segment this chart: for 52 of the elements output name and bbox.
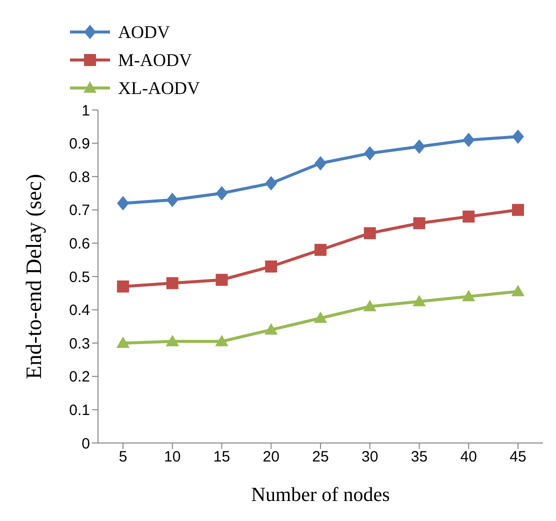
y-tick-label: 0.6: [69, 236, 90, 253]
x-tick-label: 45: [510, 448, 526, 466]
point: [265, 260, 278, 273]
point: [512, 204, 524, 216]
point: [462, 132, 475, 148]
point: [264, 323, 278, 335]
y-tick-label: 0.1: [69, 402, 90, 420]
point: [462, 290, 476, 302]
y-tick-label: 0.3: [69, 335, 90, 352]
point: [413, 217, 426, 230]
point: [265, 176, 278, 190]
x-tick-label: 10: [164, 448, 181, 466]
point: [314, 244, 326, 256]
point: [511, 284, 525, 296]
x-tick-label: 5: [118, 448, 128, 466]
x-tick-label: 35: [410, 448, 428, 466]
y-tick-label: 0: [82, 435, 90, 452]
point: [215, 334, 228, 346]
legend-label: M-AODV: [118, 50, 192, 70]
y-axis-title: End-to-end Delay (sec): [20, 174, 46, 380]
x-axis-title: Number of nodes: [251, 484, 390, 506]
point: [117, 280, 129, 292]
point: [412, 294, 426, 306]
y-tick-label: 0.7: [69, 202, 90, 220]
point: [166, 277, 178, 290]
point: [462, 210, 475, 223]
point: [216, 186, 228, 200]
legend-label: AODV: [118, 22, 170, 42]
point: [166, 192, 178, 208]
y-tick-label: 0.9: [69, 136, 90, 153]
point: [166, 334, 179, 346]
point: [314, 312, 328, 323]
point: [512, 129, 524, 144]
y-tick-label: 0.4: [69, 302, 90, 320]
x-tick-label: 25: [312, 448, 329, 466]
y-tick-label: 0.5: [69, 268, 90, 286]
x-tick-label: 40: [460, 448, 477, 466]
x-tick-label: 15: [213, 448, 230, 466]
point: [117, 196, 129, 210]
point: [116, 336, 130, 348]
legend-label: XL-AODV: [118, 78, 200, 98]
y-tick-label: 0.8: [69, 168, 90, 186]
y-tick-label: 1: [82, 102, 90, 120]
x-tick-label: 30: [362, 448, 378, 466]
x-tick-label: 20: [262, 448, 280, 466]
point: [364, 227, 376, 240]
point: [363, 300, 376, 312]
point: [216, 274, 228, 286]
point: [364, 146, 376, 160]
point: [413, 139, 426, 154]
y-tick-label: 0.2: [69, 368, 90, 386]
point: [314, 156, 326, 170]
